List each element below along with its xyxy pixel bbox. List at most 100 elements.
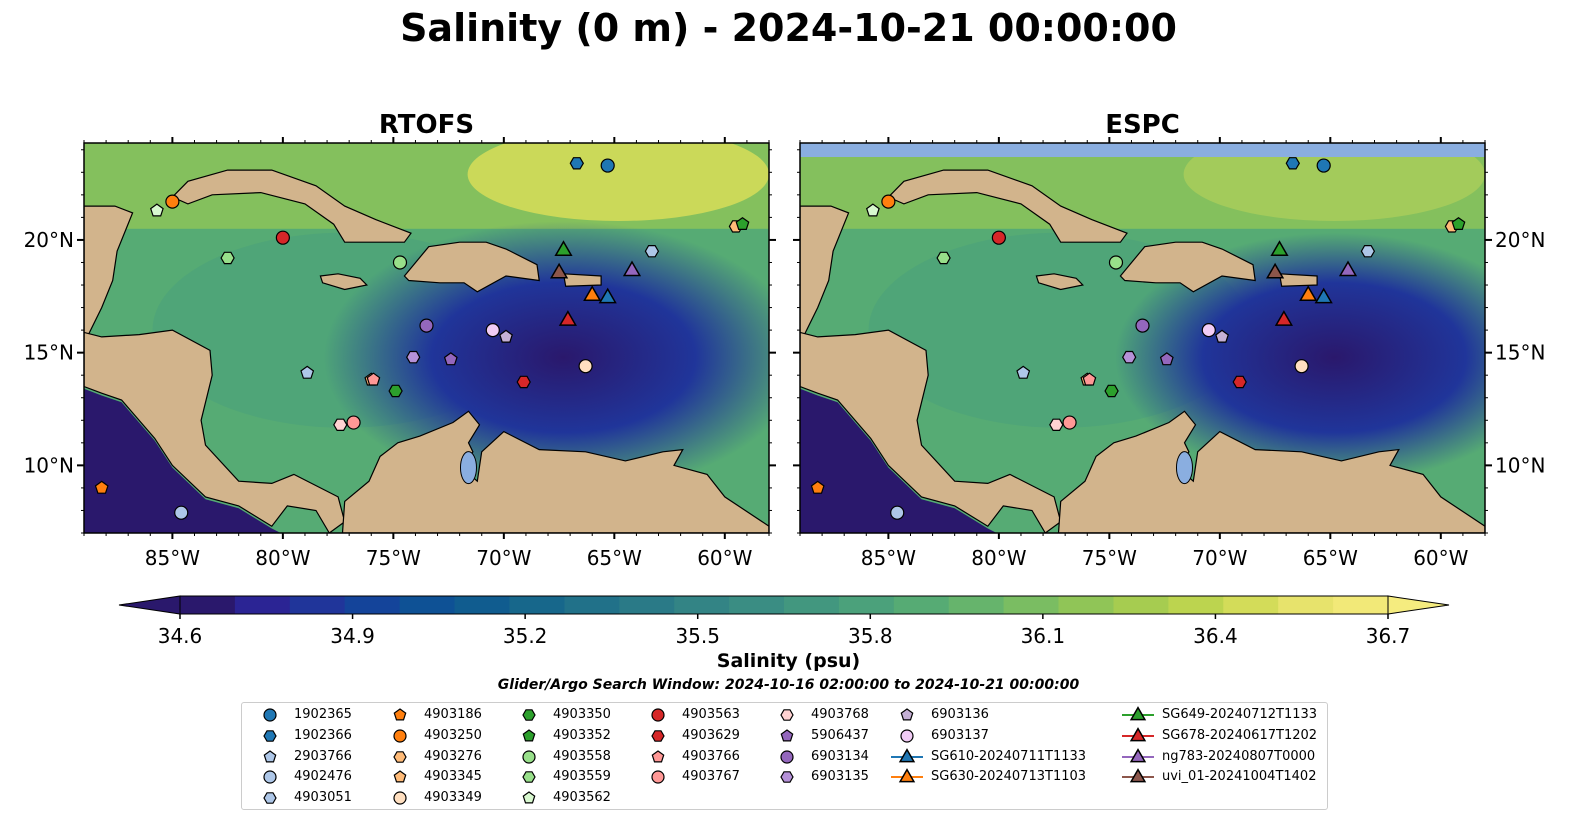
glider-SG630-20240713T1103	[1299, 285, 1318, 302]
legend-label: 5906437	[811, 727, 869, 743]
legend: 1902365 1902366 2903766 4902476 4903051 49031…	[241, 702, 1328, 810]
glider-marker-icon	[1122, 768, 1154, 783]
land-southam	[341, 410, 769, 533]
argo-marker-icon	[780, 729, 794, 742]
y-tick-label: 10°N	[1495, 453, 1545, 477]
colorbar-tick-label: 34.6	[158, 624, 203, 648]
glider-SG649-20240712T1133	[1270, 240, 1289, 257]
argo-marker-icon	[900, 708, 914, 721]
colorbar-segment	[1223, 596, 1279, 614]
legend-label: SG649-20240712T1133	[1162, 707, 1318, 722]
argo-marker-icon	[393, 708, 407, 721]
panel-frame	[799, 142, 1486, 534]
argo-float-4902476	[890, 505, 905, 520]
lake-maracaibo	[459, 451, 477, 485]
argo-float-4903352	[735, 216, 750, 230]
legend-label: 4903563	[682, 707, 740, 722]
glider-SG678-20240617T1202	[558, 310, 577, 326]
argo-float-6903135	[1122, 350, 1137, 364]
argo-float-4903349	[578, 359, 593, 374]
argo-float-4903186	[94, 480, 109, 494]
x-tick-label: 85°W	[861, 546, 916, 570]
colorbar-segment	[564, 596, 620, 614]
argo-float-4903562	[865, 203, 880, 217]
colorbar-segment	[234, 596, 291, 614]
colorbar-segment	[289, 596, 346, 614]
glider-SG678-20240617T1202	[1274, 310, 1293, 326]
glider-uvi_01-20241004T1402	[550, 262, 569, 279]
legend-label: 4903352	[553, 727, 611, 743]
legend-label: 4903559	[553, 769, 611, 785]
colorbar-label: Salinity (psu)	[716, 650, 861, 672]
argo-float-4903768	[333, 418, 348, 431]
argo-float-4903350	[388, 384, 403, 398]
colorbar-segment	[509, 596, 565, 614]
colorbar-segment	[454, 596, 510, 614]
argo-float-4903559	[936, 251, 951, 265]
argo-float-4903768	[1049, 418, 1064, 431]
legend-label: SG678-20240617T1202	[1162, 727, 1318, 743]
glider-SG610-20240711T1133	[598, 287, 617, 304]
panel-frame	[83, 142, 770, 534]
argo-marker-icon	[263, 770, 277, 784]
y-tick-label: 15°N	[24, 341, 74, 365]
glider-marker-icon	[891, 747, 923, 762]
argo-marker-icon	[393, 791, 407, 805]
legend-label: uvi_01-20241004T1402	[1162, 769, 1317, 785]
glider-marker-icon	[1122, 747, 1154, 762]
legend-label: 4903562	[553, 790, 611, 806]
argo-float-6903134	[1135, 318, 1150, 333]
argo-float-6903136	[1215, 329, 1229, 343]
colorbar-tick-label: 36.1	[1021, 624, 1066, 648]
argo-float-2903766	[1016, 365, 1031, 379]
colorbar-tick-label: 35.5	[675, 624, 720, 648]
x-tick-label: 80°W	[255, 546, 310, 570]
argo-marker-icon	[780, 749, 794, 764]
argo-float-4903350	[1104, 384, 1119, 398]
argo-float-6903136	[499, 329, 513, 343]
glider-ng783-20240807T0000	[622, 260, 642, 277]
legend-label: 4903558	[553, 748, 611, 764]
argo-marker-icon	[263, 729, 277, 742]
argo-marker-icon	[651, 749, 665, 763]
argo-marker-icon	[263, 792, 277, 804]
legend-label: 1902365	[294, 707, 352, 722]
colorbar-segment	[948, 596, 1005, 614]
colorbar-segment	[1113, 596, 1169, 614]
colorbar-tick-label: 34.9	[330, 624, 375, 648]
legend-label: 4903350	[553, 707, 611, 722]
legend-label: 6903134	[811, 748, 869, 764]
observations	[810, 157, 1466, 520]
glider-SG630-20240713T1103	[583, 285, 602, 302]
land-cuba	[887, 169, 1128, 243]
argo-float-4903051	[644, 245, 660, 258]
colorbar-segment	[619, 596, 675, 614]
colorbar-segment	[729, 596, 785, 614]
argo-float-5906437	[1159, 352, 1174, 366]
legend-label: 6903136	[931, 707, 989, 722]
glider-ng783-20240807T0000	[1338, 260, 1358, 277]
argo-float-4903629	[516, 375, 531, 389]
x-tick-label: 60°W	[697, 546, 752, 570]
legend-label: 6903137	[931, 727, 989, 743]
argo-float-4903766	[366, 372, 381, 386]
x-tick-label: 65°W	[587, 546, 642, 570]
argo-marker-icon	[522, 729, 536, 742]
y-tick-label: 20°N	[24, 228, 74, 252]
argo-float-4902476	[174, 505, 189, 520]
legend-label: 4903051	[294, 790, 352, 806]
argo-float-4903250	[165, 194, 180, 209]
legend-label: 4903276	[424, 748, 482, 764]
x-tick-label: 70°W	[1192, 546, 1247, 570]
legend-label: ng783-20240807T0000	[1162, 748, 1316, 764]
pacific-ocean	[800, 388, 997, 533]
argo-float-5906437	[443, 352, 458, 366]
colorbar-segment	[1003, 596, 1060, 614]
search-window-text: Glider/Argo Search Window: 2024-10-16 02…	[497, 677, 1080, 693]
argo-marker-icon	[522, 771, 536, 784]
land-southam	[1057, 410, 1485, 533]
colorbar-segment	[344, 596, 401, 614]
argo-marker-icon	[263, 749, 277, 763]
